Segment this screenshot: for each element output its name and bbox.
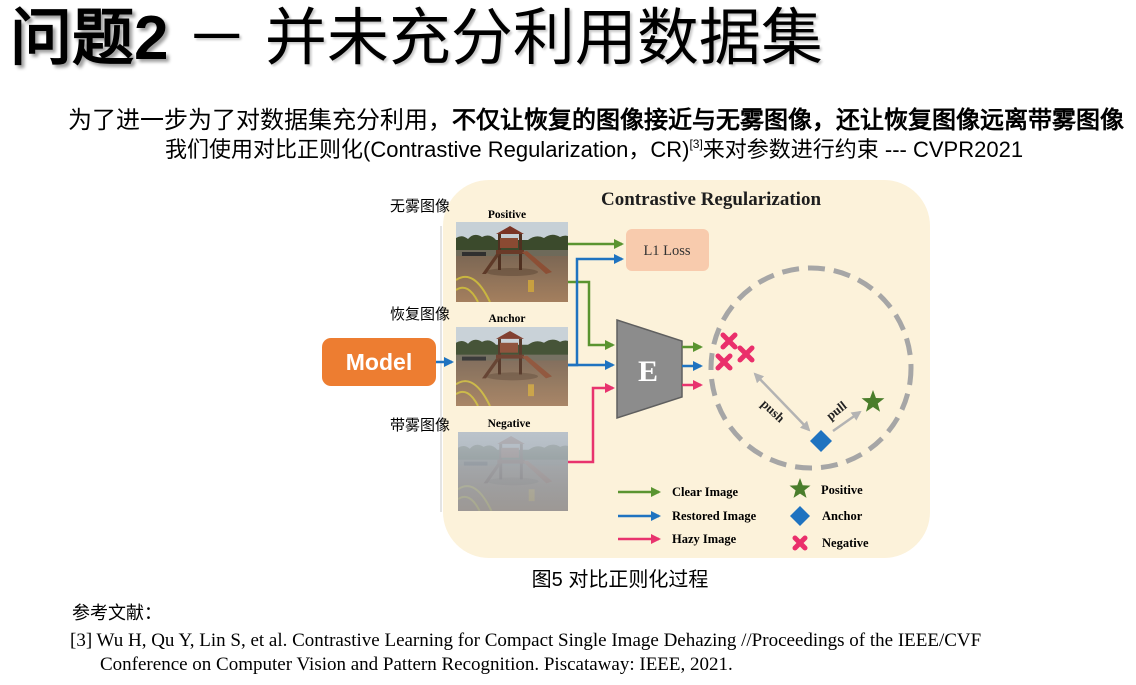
legend-negative-label: Negative [822,536,869,550]
encoder-shape [616,318,683,420]
negative-image-label: Negative [488,418,531,430]
references-heading: 参考文献： [72,603,162,623]
negative-cross-icon [720,332,738,350]
positive-to-encoder-arrow [568,280,615,350]
negative-cross-icon [715,353,733,371]
legend-positive-label: Positive [821,483,863,497]
side-label-clear: 无雾图像 [390,198,450,215]
slide-title-bold: 问题2 [10,4,169,73]
legend: Clear Image Restored Image Hazy Image Po… [618,478,869,551]
model-box [322,338,436,386]
intro-line-2-after: 来对参数进行约束 --- CVPR2021 [702,137,1024,162]
slide-title-rest: － 并未充分利用数据集 [168,4,823,73]
legend-restored-label: Restored Image [672,509,757,523]
l1-loss-block: L1 Loss [626,229,709,271]
positive-image [456,222,568,302]
intro-line-2-before: 我们使用对比正则化(Contrastive Regularization，CR) [165,137,690,162]
negative-cross-icon [737,345,755,363]
legend-diamond-icon [790,506,810,526]
intro-line-1-regular: 为了进一步为了对数据集充分利用， [68,107,452,134]
anchor-diamond-icon [810,430,832,452]
diagram-title: Contrastive Regularization [601,189,821,210]
side-label-restored: 恢复图像 [390,305,450,323]
model-block: Model [322,338,436,386]
encoder-block: E [616,318,683,420]
embedding-space-circle [708,265,914,471]
pull-arrow [832,410,862,433]
intro-line-1-bold: 不仅让恢复的图像接近与无雾图像，还让恢复图像远离带雾图像 [452,107,1124,134]
reference-entry-line-1: [3] Wu H, Qu Y, Lin S, et al. Contrastiv… [70,630,982,651]
side-label-hazy: 带雾图像 [390,417,450,434]
l1-loss-label: L1 Loss [643,243,690,259]
legend-cross-icon [792,535,808,551]
legend-clear-label: Clear Image [672,485,739,499]
l1-loss-box [626,229,709,271]
model-label: Model [346,349,412,375]
legend-hazy-label: Hazy Image [672,532,737,546]
slide-title: 问题2 － 并未充分利用数据集 [10,2,823,76]
negative-image [458,432,568,511]
figure-caption: 图5 对比正则化过程 [531,569,709,591]
push-arrow [753,372,811,432]
positive-image-label: Positive [488,209,526,221]
negative-to-encoder-arrow [568,383,615,464]
positive-star-icon [861,390,885,412]
contrastive-regularization-diagram: Contrastive Regularization 无雾图像 恢复图像 带雾图… [322,180,930,558]
anchor-image [456,327,568,406]
citation-marker: [3] [689,137,703,151]
anchor-image-label: Anchor [488,313,525,325]
encoder-label: E [638,355,658,388]
reference-entry-line-2: Conference on Computer Vision and Patter… [100,654,733,675]
intro-line-1: 为了进一步为了对数据集充分利用，不仅让恢复的图像接近与无雾图像，还让恢复图像远离… [68,106,1124,136]
legend-anchor-label: Anchor [822,509,863,523]
legend-star-icon [789,478,811,498]
intro-line-2: 我们使用对比正则化(Contrastive Regularization，CR)… [165,136,1023,164]
